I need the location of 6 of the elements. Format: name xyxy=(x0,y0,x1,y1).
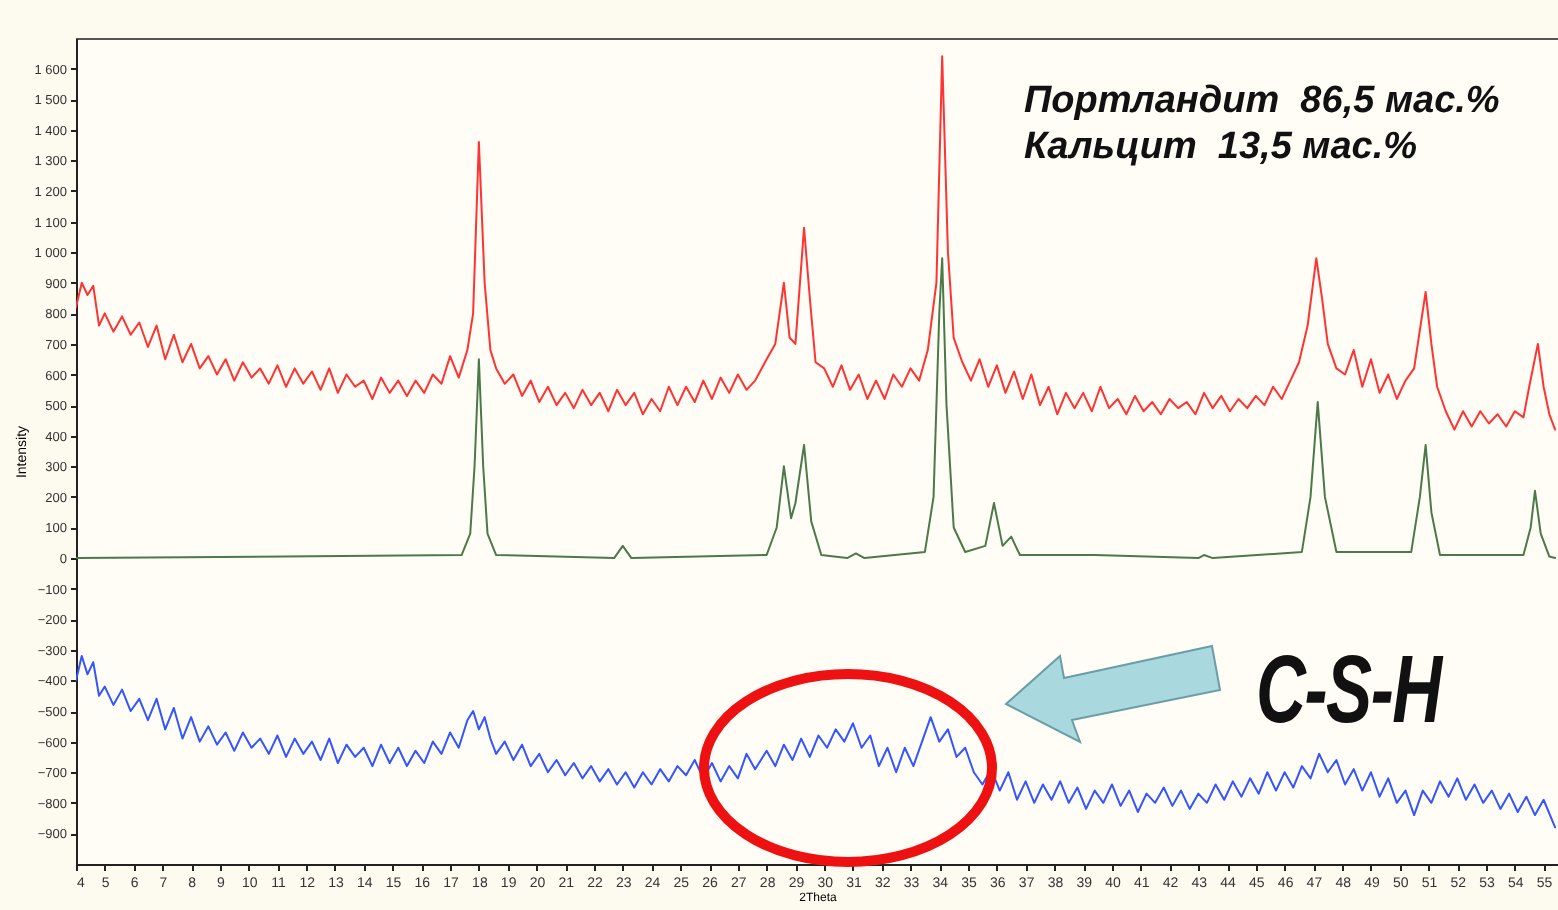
line-series xyxy=(76,55,1557,431)
line-series xyxy=(76,654,1557,829)
annotation: C-S-H xyxy=(1256,636,1441,746)
annotation: Портландит 86,5 мас.% xyxy=(1024,80,1500,124)
annotation: Кальцит 13,5 мас.% xyxy=(1024,126,1418,170)
line-series xyxy=(76,257,1557,560)
